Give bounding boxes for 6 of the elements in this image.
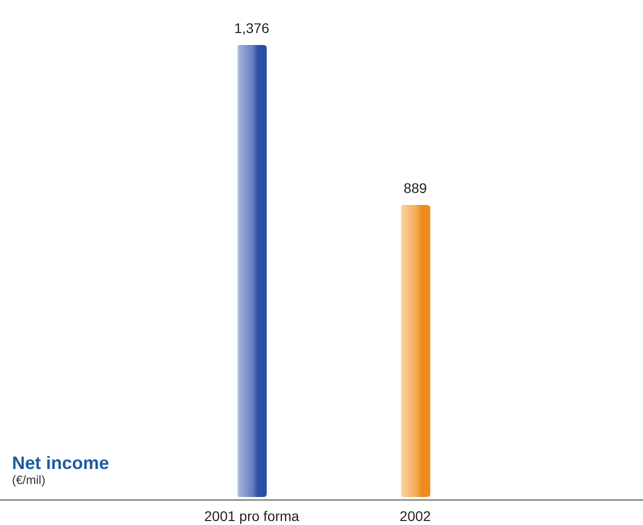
data-label: 1,376: [234, 20, 270, 36]
text: Net income: [12, 453, 110, 473]
x-tick-label: 2001 pro forma: [204, 508, 300, 524]
data-label: 889: [404, 180, 428, 196]
x-tick-label: 2002: [400, 508, 432, 524]
text: (€/mil): [12, 473, 46, 487]
